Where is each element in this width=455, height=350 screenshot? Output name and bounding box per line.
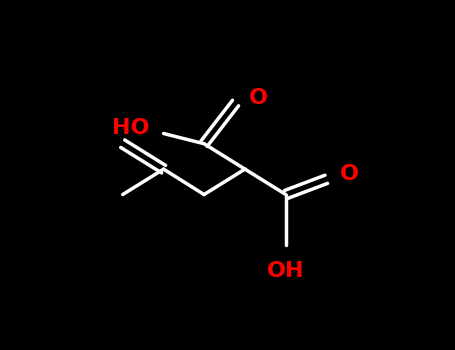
Text: HO: HO (112, 118, 150, 139)
Text: O: O (249, 88, 268, 108)
Text: OH: OH (267, 261, 304, 281)
Text: O: O (339, 164, 359, 184)
